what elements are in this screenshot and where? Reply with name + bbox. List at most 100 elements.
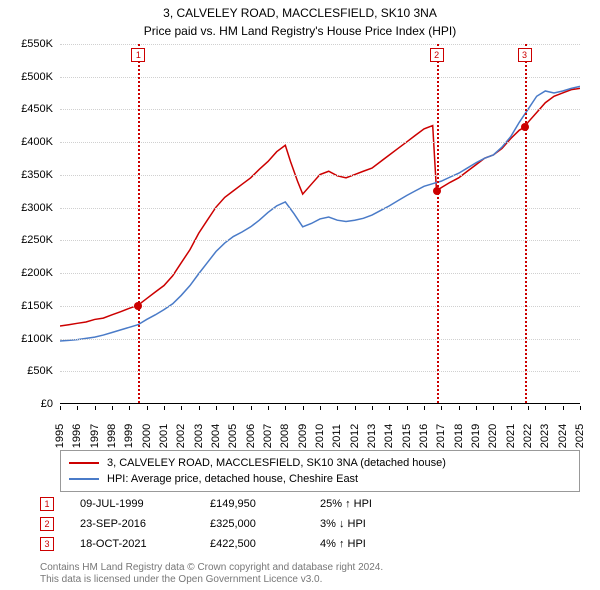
plot-area: 1 2 3	[60, 44, 580, 404]
attribution: Contains HM Land Registry data © Crown c…	[40, 562, 580, 586]
x-tick	[563, 406, 564, 410]
event-row: 223-SEP-2016£325,0003% ↓ HPI	[40, 514, 580, 534]
events-table: 1 09-JUL-1999£149,95025% ↑ HPI 2 23-SEP-201…	[40, 494, 580, 554]
x-tick-label: 2010	[314, 424, 326, 448]
x-tick-label: 1999	[123, 424, 135, 448]
event-marker-box: 3	[518, 48, 532, 62]
x-tick	[147, 406, 148, 410]
x-tick	[129, 406, 130, 410]
x-tick	[424, 406, 425, 410]
x-tick-label: 2004	[210, 424, 222, 448]
y-tick-label: £500K	[21, 71, 53, 83]
x-tick	[303, 406, 304, 410]
x-tick-label: 2024	[557, 424, 569, 448]
x-tick-label: 2002	[175, 424, 187, 448]
event-marker-box: 2	[430, 48, 444, 62]
x-tick	[459, 406, 460, 410]
x-tick	[233, 406, 234, 410]
x-tick-label: 2021	[505, 424, 517, 448]
x-tick	[407, 406, 408, 410]
event-row: 1 09-JUL-1999£149,95025% ↑ HPI	[40, 494, 580, 514]
y-tick-label: £50K	[27, 365, 53, 377]
x-tick-label: 2012	[349, 424, 361, 448]
y-tick-label: £300K	[21, 202, 53, 214]
y-tick-label: £550K	[21, 38, 53, 50]
y-tick-label: £150K	[21, 300, 53, 312]
x-tick	[112, 406, 113, 410]
x-tick	[493, 406, 494, 410]
x-tick	[337, 406, 338, 410]
x-tick	[77, 406, 78, 410]
event-vs-hpi: 25% ↑ HPI	[320, 498, 430, 510]
x-tick-label: 2018	[453, 424, 465, 448]
x-tick	[476, 406, 477, 410]
title-block: 3, CALVELEY ROAD, MACCLESFIELD, SK10 3NA…	[0, 0, 600, 39]
x-tick-label: 2019	[470, 424, 482, 448]
x-tick	[389, 406, 390, 410]
title-line2: Price paid vs. HM Land Registry's House …	[0, 24, 600, 40]
event-price: £422,500	[210, 538, 320, 550]
y-tick-label: £350K	[21, 169, 53, 181]
x-tick-label: 1995	[54, 424, 66, 448]
x-tick-label: 2003	[193, 424, 205, 448]
title-line1: 3, CALVELEY ROAD, MACCLESFIELD, SK10 3NA	[0, 6, 600, 22]
x-tick-label: 2013	[366, 424, 378, 448]
y-tick-label: £0	[41, 398, 53, 410]
legend-item: HPI: Average price, detached house, Ches…	[69, 471, 571, 487]
x-tick	[199, 406, 200, 410]
x-axis: 1995199619971998199920002001200220032004…	[60, 406, 580, 446]
x-tick	[441, 406, 442, 410]
event-marker-line	[525, 44, 527, 403]
event-row-marker: 2	[40, 517, 54, 531]
x-tick-label: 2023	[539, 424, 551, 448]
attribution-line2: This data is licensed under the Open Gov…	[40, 574, 580, 586]
event-vs-hpi: 3% ↓ HPI	[320, 518, 430, 530]
chart-container: 3, CALVELEY ROAD, MACCLESFIELD, SK10 3NA…	[0, 0, 600, 590]
event-marker-dot	[521, 123, 529, 131]
x-tick-label: 2025	[574, 424, 586, 448]
x-tick-label: 2009	[297, 424, 309, 448]
event-date: 18-OCT-2021	[80, 538, 210, 550]
event-date: 09-JUL-1999	[80, 498, 210, 510]
x-tick-label: 2022	[522, 424, 534, 448]
event-marker-line	[437, 44, 439, 403]
event-price: £149,950	[210, 498, 320, 510]
event-marker-box: 1	[131, 48, 145, 62]
attribution-line1: Contains HM Land Registry data © Crown c…	[40, 562, 580, 574]
y-tick-label: £250K	[21, 234, 53, 246]
x-tick-label: 2015	[401, 424, 413, 448]
legend-label: 3, CALVELEY ROAD, MACCLESFIELD, SK10 3NA…	[107, 457, 446, 469]
x-tick-label: 1998	[106, 424, 118, 448]
y-tick-label: £200K	[21, 267, 53, 279]
x-tick	[268, 406, 269, 410]
y-tick-label: £100K	[21, 333, 53, 345]
x-tick	[216, 406, 217, 410]
legend-label: HPI: Average price, detached house, Ches…	[107, 473, 358, 485]
x-tick-label: 2008	[279, 424, 291, 448]
event-marker-dot	[134, 302, 142, 310]
x-tick-label: 2000	[141, 424, 153, 448]
event-row: 318-OCT-2021£422,5004% ↑ HPI	[40, 534, 580, 554]
y-axis: £0£50K£100K£150K£200K£250K£300K£350K£400…	[0, 44, 55, 404]
event-row-marker: 1	[40, 497, 54, 511]
event-date: 23-SEP-2016	[80, 518, 210, 530]
x-tick-label: 1997	[89, 424, 101, 448]
x-tick-label: 2016	[418, 424, 430, 448]
x-tick	[320, 406, 321, 410]
x-tick-label: 2017	[435, 424, 447, 448]
x-tick	[355, 406, 356, 410]
x-tick	[528, 406, 529, 410]
legend: 3, CALVELEY ROAD, MACCLESFIELD, SK10 3NA…	[60, 450, 580, 492]
x-tick-label: 1996	[71, 424, 83, 448]
x-tick-label: 2006	[245, 424, 257, 448]
x-tick-label: 2011	[331, 424, 343, 448]
x-tick-label: 2020	[487, 424, 499, 448]
event-marker-dot	[433, 187, 441, 195]
y-tick-label: £450K	[21, 103, 53, 115]
x-tick-label: 2007	[262, 424, 274, 448]
x-tick	[372, 406, 373, 410]
x-tick	[181, 406, 182, 410]
x-tick	[511, 406, 512, 410]
x-tick	[545, 406, 546, 410]
event-row-marker: 3	[40, 537, 54, 551]
